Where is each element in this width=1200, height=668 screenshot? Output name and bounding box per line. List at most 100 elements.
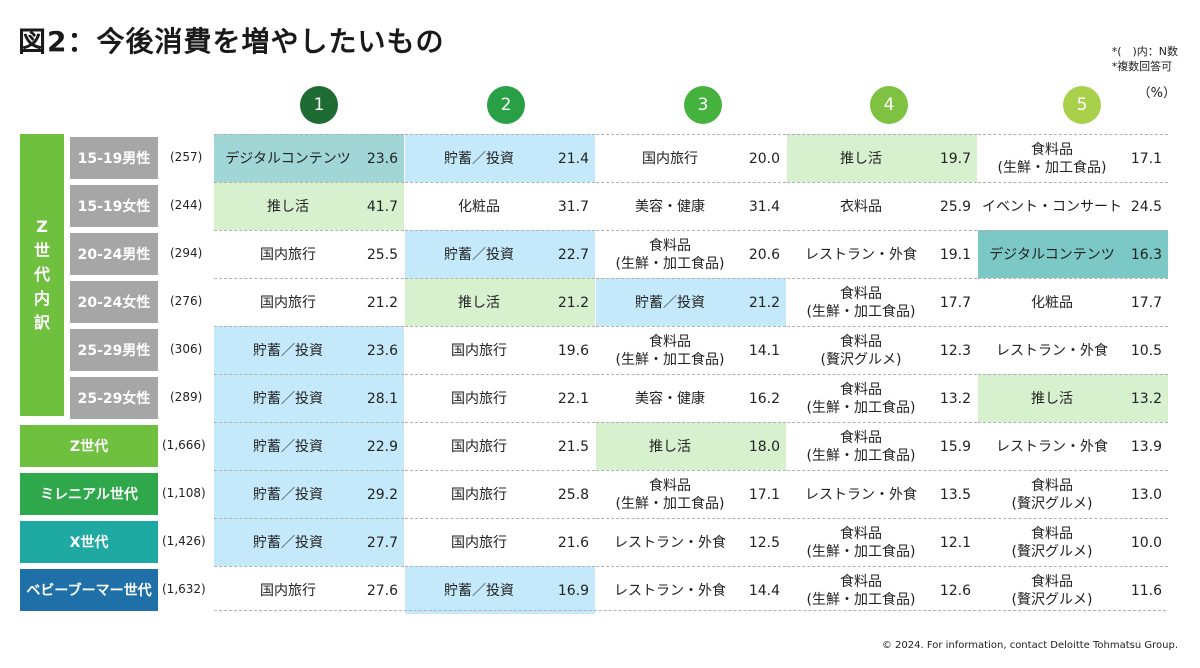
item-name: 貯蓄／投資 <box>253 534 323 551</box>
item-value: 17.7 <box>1130 294 1162 311</box>
item-name: 貯蓄／投資 <box>253 486 323 503</box>
table-cell: 化粧品 17.7 <box>978 278 1168 326</box>
table-cell: 食料品 (生鮮・加工食品) 20.6 <box>596 230 786 278</box>
generation-label: ベビーブーマー世代 <box>20 569 158 611</box>
item-value: 27.6 <box>366 582 398 599</box>
table-cell: 食料品 (贅沢グルメ) 12.3 <box>787 326 977 374</box>
item-name: 国内旅行 <box>260 294 316 311</box>
table-cell: 食料品 (生鮮・加工食品) 12.6 <box>787 566 977 614</box>
item-value: 22.9 <box>366 438 398 455</box>
item-name: 食料品 (生鮮・加工食品) <box>806 525 916 560</box>
item-name: 国内旅行 <box>451 342 507 359</box>
table-cell: 食料品 (贅沢グルメ) 13.0 <box>978 470 1168 518</box>
item-value: 21.2 <box>366 294 398 311</box>
table-cell: デジタルコンテンツ 16.3 <box>978 230 1168 278</box>
z-label-char: 訳 <box>33 313 50 332</box>
item-name: 食料品 (贅沢グルメ) <box>1011 573 1093 608</box>
table-cell: 食料品 (生鮮・加工食品) 17.1 <box>596 470 786 518</box>
item-name: 国内旅行 <box>451 486 507 503</box>
table-cell: 国内旅行 27.6 <box>214 566 404 614</box>
table-cell: 推し活 21.2 <box>405 278 595 326</box>
table-cell: 国内旅行 22.1 <box>405 374 595 422</box>
item-value: 41.7 <box>366 198 398 215</box>
item-name: 貯蓄／投資 <box>444 582 514 599</box>
segment-label: 25-29男性 <box>70 329 158 371</box>
z-label-char: 代 <box>33 265 50 284</box>
item-name: 推し活 <box>649 438 691 455</box>
item-name: 推し活 <box>840 150 882 167</box>
table-cell: レストラン・外食 13.5 <box>787 470 977 518</box>
table-cell: 食料品 (贅沢グルメ) 11.6 <box>978 566 1168 614</box>
item-value: 10.0 <box>1130 534 1162 551</box>
item-name: 貯蓄／投資 <box>253 390 323 407</box>
table-cell: 貯蓄／投資 16.9 <box>405 566 595 614</box>
rank-1-badge: 1 <box>300 86 338 124</box>
item-value: 13.0 <box>1130 486 1162 503</box>
table-cell: 推し活 18.0 <box>596 422 786 470</box>
item-name: 食料品 (生鮮・加工食品) <box>997 141 1107 176</box>
table-bottom-border <box>214 610 1166 611</box>
item-value: 14.1 <box>748 342 780 359</box>
segment-label: 20-24女性 <box>70 281 158 323</box>
table-cell: 食料品 (生鮮・加工食品) 15.9 <box>787 422 977 470</box>
item-name: 食料品 (生鮮・加工食品) <box>615 333 725 368</box>
item-value: 31.7 <box>557 198 589 215</box>
item-value: 19.6 <box>557 342 589 359</box>
table-cell: 貯蓄／投資 22.9 <box>214 422 404 470</box>
item-value: 16.9 <box>557 582 589 599</box>
item-value: 16.2 <box>748 390 780 407</box>
item-value: 20.6 <box>748 246 780 263</box>
item-value: 12.1 <box>939 534 971 551</box>
item-name: 食料品 (生鮮・加工食品) <box>615 477 725 512</box>
item-name: 化粧品 <box>1031 294 1073 311</box>
segment-label: 15-19男性 <box>70 137 158 179</box>
item-name: 食料品 (贅沢グルメ) <box>1011 525 1093 560</box>
item-value: 31.4 <box>748 198 780 215</box>
item-name: 国内旅行 <box>451 438 507 455</box>
item-name: 貯蓄／投資 <box>253 342 323 359</box>
item-name: 貯蓄／投資 <box>253 438 323 455</box>
table-cell: 衣料品 25.9 <box>787 182 977 230</box>
sample-size: (294) <box>170 246 203 260</box>
sample-size: (257) <box>170 150 203 164</box>
item-value: 19.1 <box>939 246 971 263</box>
z-label-char: 内 <box>33 289 50 308</box>
item-value: 19.7 <box>939 150 971 167</box>
generation-label: X世代 <box>20 521 158 563</box>
item-value: 12.5 <box>748 534 780 551</box>
copyright-footer: © 2024. For information, contact Deloitt… <box>881 640 1178 651</box>
item-value: 21.4 <box>557 150 589 167</box>
item-name: 美容・健康 <box>635 390 705 407</box>
item-value: 23.6 <box>366 342 398 359</box>
item-name: 食料品 (生鮮・加工食品) <box>806 285 916 320</box>
item-value: 29.2 <box>366 486 398 503</box>
page-title: 図2：今後消費を増やしたいもの <box>18 25 445 58</box>
item-name: 貯蓄／投資 <box>444 150 514 167</box>
table-cell: 食料品 (生鮮・加工食品) 17.7 <box>787 278 977 326</box>
item-name: レストラン・外食 <box>614 534 726 551</box>
table-cell: 国内旅行 25.8 <box>405 470 595 518</box>
table-cell: レストラン・外食 10.5 <box>978 326 1168 374</box>
table-cell: 貯蓄／投資 21.4 <box>405 134 595 182</box>
table-cell: 推し活 19.7 <box>787 134 977 182</box>
item-value: 22.7 <box>557 246 589 263</box>
item-value: 12.6 <box>939 582 971 599</box>
table-cell: 食料品 (生鮮・加工食品) 14.1 <box>596 326 786 374</box>
item-name: レストラン・外食 <box>805 246 917 263</box>
table-cell: 食料品 (生鮮・加工食品) 13.2 <box>787 374 977 422</box>
item-value: 16.3 <box>1130 246 1162 263</box>
table-cell: 美容・健康 31.4 <box>596 182 786 230</box>
rank-5-badge: 5 <box>1063 86 1101 124</box>
item-value: 13.2 <box>1130 390 1162 407</box>
table-cell: 国内旅行 21.5 <box>405 422 595 470</box>
note-multiple-answers: *複数回答可 <box>1111 60 1173 73</box>
generation-label: ミレニアル世代 <box>20 473 158 515</box>
item-value: 20.0 <box>748 150 780 167</box>
table-cell: 貯蓄／投資 22.7 <box>405 230 595 278</box>
segment-label: 20-24男性 <box>70 233 158 275</box>
item-name: 貯蓄／投資 <box>444 246 514 263</box>
item-value: 21.2 <box>748 294 780 311</box>
table-cell: レストラン・外食 19.1 <box>787 230 977 278</box>
table-cell: 貯蓄／投資 27.7 <box>214 518 404 566</box>
item-value: 21.2 <box>557 294 589 311</box>
